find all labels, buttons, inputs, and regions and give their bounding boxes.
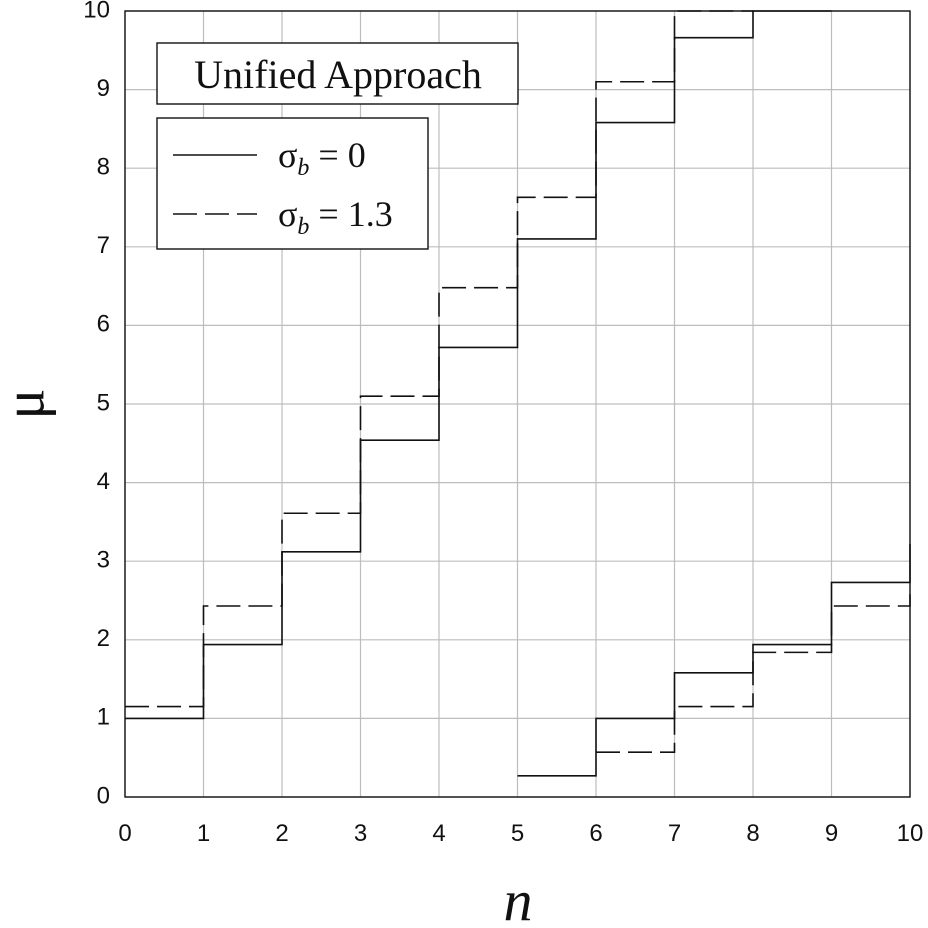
y-tick-label: 5 — [97, 389, 110, 416]
y-tick-label: 6 — [97, 311, 110, 338]
y-tick-label: 10 — [83, 0, 110, 23]
y-tick-label: 1 — [97, 704, 110, 731]
x-tick-label: 9 — [825, 820, 838, 847]
x-tick-labels: 0 1 2 3 4 5 6 7 8 9 10 — [118, 820, 923, 847]
x-tick-label: 8 — [746, 820, 759, 847]
y-tick-label: 2 — [97, 625, 110, 652]
y-tick-label: 4 — [97, 468, 110, 495]
x-tick-label: 10 — [897, 820, 924, 847]
y-tick-labels: 0 1 2 3 4 5 6 7 8 9 10 — [83, 0, 110, 809]
x-tick-label: 2 — [275, 820, 288, 847]
y-tick-label: 0 — [97, 782, 110, 809]
plot-frame — [124, 10, 911, 798]
x-tick-label: 3 — [354, 820, 367, 847]
legend-label-0: σb = 0 — [278, 135, 366, 181]
y-tick-label: 9 — [97, 75, 110, 102]
x-tick-label: 7 — [668, 820, 681, 847]
x-tick-label: 1 — [197, 820, 210, 847]
legend-box — [156, 117, 429, 250]
x-tick-label: 0 — [118, 820, 131, 847]
series-layer — [125, 10, 911, 777]
y-tick-label: 7 — [97, 232, 110, 259]
chart-title: Unified Approach — [194, 52, 482, 97]
series-1-upper-step-line — [125, 10, 753, 708]
x-tick-label: 5 — [511, 820, 524, 847]
series-1-lower-step-line — [596, 592, 911, 753]
y-tick-label: 3 — [97, 547, 110, 574]
x-tick-label: 4 — [432, 820, 445, 847]
legend: σb = 0 σb = 1.3 — [156, 117, 429, 250]
series-0-lower-step-line — [517, 543, 911, 777]
series-0-upper-step-line — [125, 10, 832, 720]
y-axis-label: μ — [0, 388, 56, 419]
legend-label-1: σb = 1.3 — [278, 194, 393, 240]
x-tick-label: 6 — [589, 820, 602, 847]
title-box: Unified Approach — [156, 42, 519, 105]
x-axis-label: n — [504, 868, 533, 928]
y-tick-label: 8 — [97, 154, 110, 181]
